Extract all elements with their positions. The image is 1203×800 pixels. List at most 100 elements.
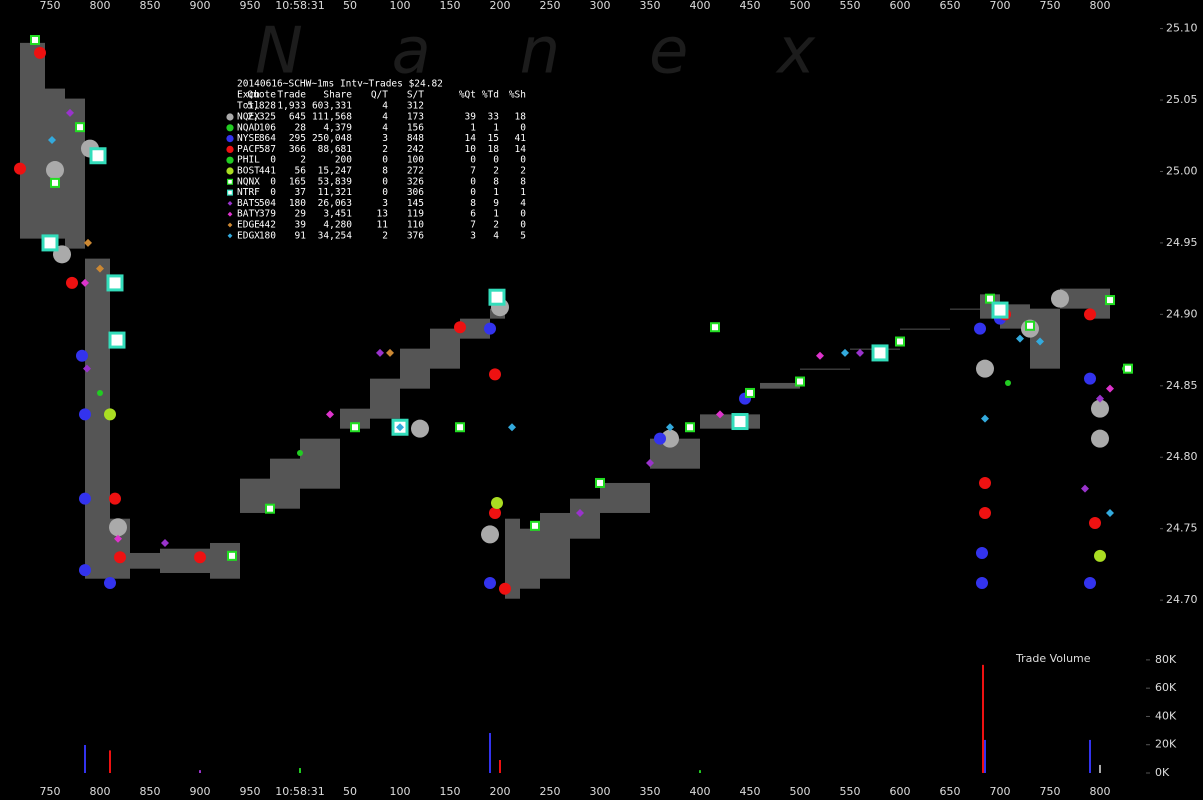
x-tick-label: 900 bbox=[190, 0, 211, 12]
volume-bar bbox=[984, 739, 986, 773]
trade-marker bbox=[376, 348, 384, 357]
trade-marker bbox=[491, 496, 503, 509]
table-cell: 376 bbox=[407, 230, 424, 241]
quote-band bbox=[950, 308, 980, 310]
table-cell: 603,331 bbox=[312, 101, 352, 112]
table-cell: 2 bbox=[382, 144, 388, 155]
table-cell: 33 bbox=[488, 112, 499, 123]
table-cell: 1,933 bbox=[277, 101, 306, 112]
trade-marker bbox=[985, 293, 995, 304]
table-header: Quote bbox=[247, 90, 276, 101]
y-tick-label: 25.05 bbox=[1166, 93, 1198, 106]
table-cell: 312 bbox=[407, 101, 424, 112]
trade-marker bbox=[66, 276, 78, 289]
quote-band bbox=[800, 368, 850, 370]
y2-tick-label: 0K bbox=[1155, 766, 1170, 779]
quote-band bbox=[20, 42, 45, 239]
table-cell: 1 bbox=[493, 122, 499, 133]
trade-marker bbox=[386, 348, 394, 357]
table-cell: 4 bbox=[520, 198, 526, 209]
trade-marker bbox=[1105, 295, 1115, 306]
table-cell: 10 bbox=[465, 144, 477, 155]
y-tick-label: 25.00 bbox=[1166, 164, 1198, 177]
x-tick-label: 600 bbox=[890, 0, 911, 12]
volume-bar bbox=[489, 732, 491, 773]
x-tick-label: 350 bbox=[640, 0, 661, 12]
x-tick-label: 850 bbox=[140, 0, 161, 12]
trade-marker bbox=[716, 410, 724, 419]
table-cell: 848 bbox=[407, 133, 424, 144]
volume-bar bbox=[1099, 764, 1101, 773]
trade-marker bbox=[489, 368, 501, 381]
table-cell: NQAD bbox=[237, 122, 260, 133]
trade-marker bbox=[97, 389, 103, 396]
table-cell: 15 bbox=[488, 133, 499, 144]
trade-marker bbox=[161, 538, 169, 547]
trade-marker bbox=[350, 422, 360, 433]
table-header: Share bbox=[323, 90, 352, 101]
table-cell: 4 bbox=[382, 101, 388, 112]
quote-band bbox=[430, 328, 460, 369]
x-tick-label: 300 bbox=[590, 785, 611, 798]
trade-marker bbox=[499, 582, 511, 595]
x-tick-label: 650 bbox=[940, 785, 961, 798]
legend-marker bbox=[226, 113, 234, 121]
volume-bar bbox=[299, 768, 301, 773]
table-cell: 200 bbox=[335, 155, 352, 166]
table-cell: 4,379 bbox=[323, 122, 352, 133]
table-cell: 0 bbox=[270, 176, 276, 187]
table-cell: 306 bbox=[407, 187, 424, 198]
trade-marker bbox=[1094, 549, 1106, 562]
quote-band bbox=[540, 512, 570, 579]
trade-marker bbox=[1089, 516, 1101, 529]
trade-marker bbox=[81, 278, 89, 287]
table-cell: 56 bbox=[295, 166, 307, 177]
table-cell: 7 bbox=[470, 220, 476, 231]
y2-tick-label: 20K bbox=[1155, 738, 1177, 751]
x-tick-label: 550 bbox=[840, 785, 861, 798]
trade-marker bbox=[227, 550, 237, 561]
trade-marker bbox=[41, 234, 59, 252]
table-header: %Sh bbox=[509, 90, 526, 101]
table-cell: Totl bbox=[237, 101, 260, 112]
table-cell: 366 bbox=[289, 144, 306, 155]
trade-marker bbox=[488, 288, 506, 306]
trade-marker bbox=[508, 423, 516, 432]
x-tick-label: 500 bbox=[790, 785, 811, 798]
trade-marker bbox=[46, 161, 64, 180]
trade-marker bbox=[1081, 484, 1089, 493]
y-tick-label: 24.70 bbox=[1166, 593, 1198, 606]
trade-marker bbox=[455, 422, 465, 433]
x-tick-label: 600 bbox=[890, 785, 911, 798]
table-cell: 272 bbox=[407, 166, 424, 177]
trade-marker bbox=[265, 503, 275, 514]
trade-marker bbox=[856, 348, 864, 357]
table-cell: 13 bbox=[377, 209, 388, 220]
x-tick-label: 150 bbox=[440, 0, 461, 12]
table-cell: 2 bbox=[300, 155, 306, 166]
table-cell: 91 bbox=[295, 230, 307, 241]
quote-band bbox=[210, 542, 240, 579]
trade-marker bbox=[895, 336, 905, 347]
table-cell: 2 bbox=[493, 220, 499, 231]
table-cell: NYSE bbox=[237, 133, 260, 144]
table-cell: 2 bbox=[520, 166, 526, 177]
table-header: S/T bbox=[407, 90, 424, 101]
table-cell: 379 bbox=[259, 209, 276, 220]
table-cell: 119 bbox=[407, 209, 424, 220]
x-tick-label: 450 bbox=[740, 785, 761, 798]
table-cell: 180 bbox=[259, 230, 276, 241]
table-cell: 1 bbox=[520, 187, 526, 198]
trade-marker bbox=[326, 410, 334, 419]
table-cell: 39 bbox=[295, 220, 307, 231]
x-tick-label: 250 bbox=[540, 785, 561, 798]
trade-marker bbox=[104, 576, 116, 589]
trade-marker bbox=[484, 322, 496, 335]
table-cell: 2 bbox=[382, 230, 388, 241]
x-tick-label: 950 bbox=[240, 785, 261, 798]
table-cell: 645 bbox=[289, 112, 306, 123]
table-cell: 3,451 bbox=[323, 209, 352, 220]
trade-marker bbox=[661, 429, 679, 448]
x-tick-label: 850 bbox=[140, 785, 161, 798]
